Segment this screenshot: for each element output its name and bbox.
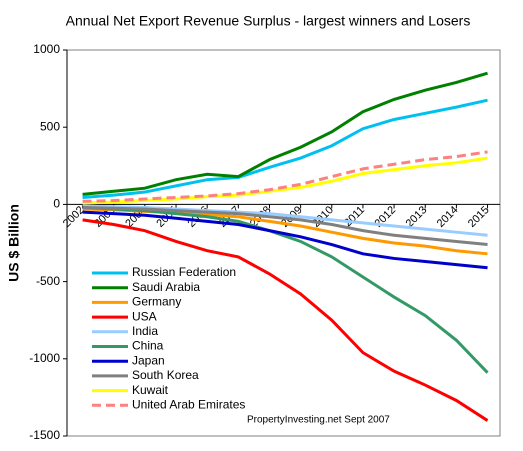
series-line bbox=[82, 205, 488, 247]
legend-label: South Korea bbox=[132, 368, 199, 382]
legend-label: Germany bbox=[132, 295, 181, 309]
legend-label: India bbox=[132, 324, 158, 338]
annotation: PropertyInvesting.net Sept 2007 bbox=[247, 415, 390, 426]
y-tick-label: 0 bbox=[53, 197, 60, 211]
legend-label: USA bbox=[132, 309, 157, 323]
legend-label: Saudi Arabia bbox=[132, 280, 200, 294]
y-tick-label: -500 bbox=[36, 274, 60, 288]
y-tick-label: 1000 bbox=[33, 42, 60, 56]
legend-label: Kuwait bbox=[132, 383, 169, 397]
legend-label: Japan bbox=[132, 353, 165, 367]
series-line bbox=[82, 205, 489, 374]
legend-label: Russian Federation bbox=[132, 265, 236, 279]
series-line bbox=[82, 150, 488, 203]
legend-label: United Arab Emirates bbox=[132, 397, 245, 411]
series-line bbox=[82, 204, 488, 237]
series-line bbox=[82, 156, 488, 205]
y-axis-label: US $ Billion bbox=[6, 204, 22, 282]
series-line bbox=[82, 210, 488, 270]
series-line bbox=[82, 71, 488, 196]
y-tick-label: 500 bbox=[40, 119, 60, 133]
legend-label: China bbox=[132, 339, 164, 353]
y-tick-label: -1000 bbox=[29, 351, 60, 365]
chart-title: Annual Net Export Revenue Surplus - larg… bbox=[66, 13, 471, 29]
series-line bbox=[82, 218, 489, 422]
series-line bbox=[82, 98, 488, 199]
y-tick-label: -1500 bbox=[29, 428, 60, 442]
